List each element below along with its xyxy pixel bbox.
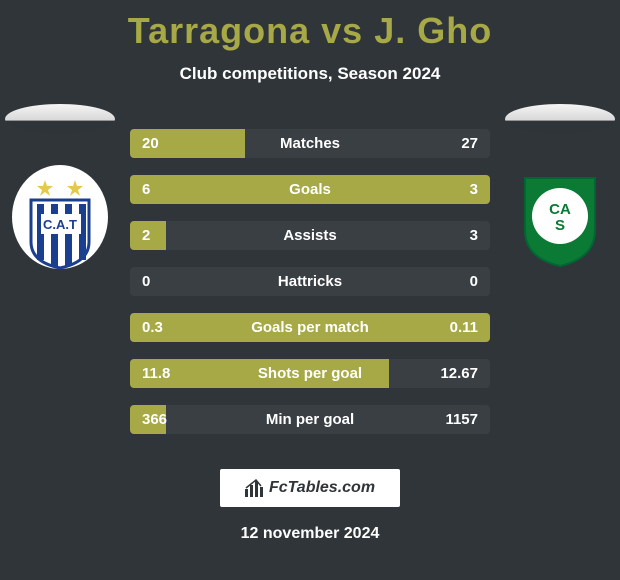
flag-icon <box>505 104 615 134</box>
fctables-badge[interactable]: FcTables.com <box>220 469 400 507</box>
stat-label: Goals per match <box>130 319 490 336</box>
stat-bar: 6Goals3 <box>130 175 490 204</box>
stat-label: Assists <box>130 227 490 244</box>
stat-label: Goals <box>130 181 490 198</box>
stat-right-value: 12.67 <box>440 365 478 382</box>
stat-right-value: 1157 <box>445 411 478 428</box>
stat-right-value: 27 <box>461 135 478 152</box>
svg-text:CA: CA <box>549 201 571 218</box>
stat-bar: 11.8Shots per goal12.67 <box>130 359 490 388</box>
stat-right-value: 3 <box>470 227 478 244</box>
right-team-block: CA S <box>500 104 620 270</box>
flag-icon <box>5 104 115 134</box>
stat-bar: 366Min per goal1157 <box>130 405 490 434</box>
stat-right-value: 0 <box>470 273 478 290</box>
stat-label: Hattricks <box>130 273 490 290</box>
stat-right-value: 0.11 <box>450 319 478 336</box>
svg-text:C.A.T: C.A.T <box>43 217 77 232</box>
right-team-crest: CA S <box>511 164 609 270</box>
stat-bar: 2Assists3 <box>130 221 490 250</box>
report-date: 12 november 2024 <box>0 525 620 543</box>
stat-right-value: 3 <box>470 181 478 198</box>
page-title: Tarragona vs J. Gho <box>0 0 620 52</box>
stat-bar: 0.3Goals per match0.11 <box>130 313 490 342</box>
stat-bar: 20Matches27 <box>130 129 490 158</box>
left-team-crest: C.A.T <box>11 164 109 270</box>
fctables-label: FcTables.com <box>269 479 375 497</box>
page-subtitle: Club competitions, Season 2024 <box>0 64 620 84</box>
left-team-block: C.A.T <box>0 104 120 270</box>
stat-label: Shots per goal <box>130 365 490 382</box>
stat-label: Min per goal <box>130 411 490 428</box>
stat-bar: 0Hattricks0 <box>130 267 490 296</box>
bars-icon <box>245 479 265 497</box>
stat-label: Matches <box>130 135 490 152</box>
svg-text:S: S <box>555 217 565 234</box>
comparison-panel: C.A.T CA S 20Matches27 6Goals3 2Assists3 0H… <box>0 109 620 439</box>
stats-bars: 20Matches27 6Goals3 2Assists3 0Hattricks0 0.… <box>130 129 490 434</box>
